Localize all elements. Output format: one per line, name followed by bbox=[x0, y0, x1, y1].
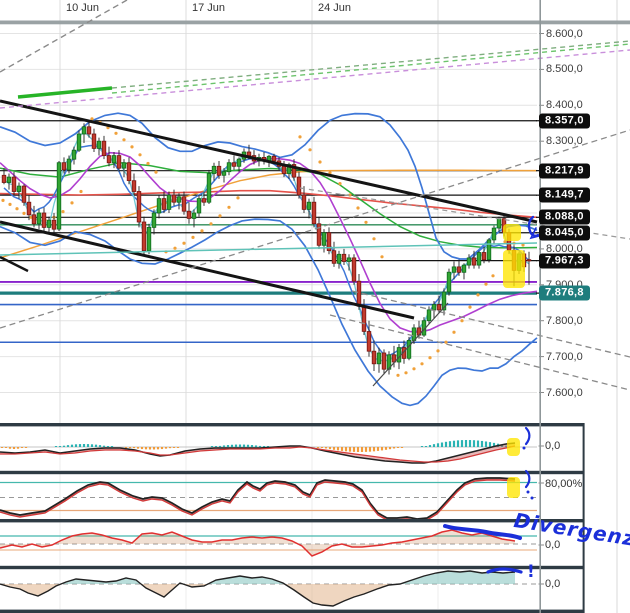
macd-value-label: 0,0 bbox=[545, 440, 561, 452]
blue-pen-stroke bbox=[524, 426, 531, 446]
candles bbox=[1, 121, 532, 375]
price-axis-badge-81497: 8.149,7 bbox=[539, 187, 590, 203]
yellow-highlight bbox=[507, 438, 520, 456]
price-axis-label: 8.300,0 bbox=[546, 135, 583, 148]
price-axis-label: 7.600,0 bbox=[546, 386, 583, 399]
trendline-gray-dashed-fall-3 bbox=[299, 187, 630, 240]
price-axis-badge-80450: 8.045,0 bbox=[539, 225, 590, 241]
yellow-highlight bbox=[503, 250, 525, 288]
trendline-green-dashed-1 bbox=[111, 40, 630, 89]
price-axis-label: 8.500,0 bbox=[546, 63, 583, 76]
stochastic-value-label: 80,00% bbox=[545, 478, 583, 490]
trendline-short-black bbox=[0, 255, 29, 273]
momentum-line bbox=[0, 529, 516, 557]
stochastic-k-line bbox=[0, 477, 516, 520]
blue-pen-stroke bbox=[486, 567, 523, 574]
panel-separator bbox=[0, 609, 584, 613]
momentum-value-label: 0,0 bbox=[545, 539, 561, 551]
price-axis-badge-78768: 7.876,8 bbox=[539, 285, 590, 301]
price-axis-badge-80880: 8.088,0 bbox=[539, 209, 590, 225]
oscillator-line bbox=[0, 570, 516, 607]
indicator-panels[interactable] bbox=[0, 423, 585, 613]
bollinger-lower-band bbox=[0, 218, 538, 407]
trendline-green-bold bbox=[17, 86, 113, 99]
trendline-upper-channel bbox=[0, 99, 538, 224]
panel-separator bbox=[0, 519, 584, 523]
x-axis-label-week1: 10 Jun bbox=[66, 2, 100, 14]
price-axis-badge-83570: 8.357,0 bbox=[539, 113, 590, 129]
price-axis-badge-79673: 7.967,3 bbox=[539, 253, 590, 269]
blue-pen-stroke bbox=[524, 469, 531, 489]
price-axis-label: 7.700,0 bbox=[546, 350, 583, 363]
trendline-gray-dashed-fall-2 bbox=[351, 290, 630, 358]
trendline-lower-channel bbox=[0, 220, 415, 320]
trendline-gray-dashed-fall-1 bbox=[329, 314, 630, 391]
x-axis-label-week2: 17 Jun bbox=[192, 2, 226, 14]
macd-line bbox=[0, 442, 516, 464]
handwritten-exclamation-annotation: ! bbox=[527, 562, 535, 582]
panel-separator bbox=[0, 423, 584, 427]
bollinger-upper-band bbox=[0, 112, 538, 260]
price-axis-label: 8.400,0 bbox=[546, 99, 583, 112]
parabolic-sar-dots bbox=[1, 117, 525, 377]
ma-orange-line bbox=[0, 169, 538, 259]
price-axis-label: 8.600,0 bbox=[546, 27, 583, 40]
close-tracking-line bbox=[3, 130, 530, 363]
price-axis-label: 8.000,0 bbox=[546, 242, 583, 255]
blue-pen-stroke bbox=[527, 215, 540, 237]
panel-separator bbox=[0, 565, 584, 570]
price-axis-label: 7.800,0 bbox=[546, 314, 583, 327]
blue-pen-stroke bbox=[529, 227, 540, 240]
trendline-tilted-teal-support bbox=[0, 242, 538, 256]
oscillator-value-label: 0,0 bbox=[545, 578, 561, 590]
yellow-highlight bbox=[507, 477, 520, 498]
chart-top-border bbox=[0, 20, 630, 25]
panel-separator bbox=[0, 470, 584, 475]
trendline-green-dashed-2 bbox=[111, 43, 630, 94]
trendline-wedge-support bbox=[372, 302, 449, 387]
trendline-steep-gray-dashed bbox=[0, 0, 128, 73]
hand-annotations bbox=[443, 215, 540, 574]
macd-signal-line bbox=[0, 445, 516, 463]
x-axis-label-week3: 24 Jun bbox=[318, 2, 352, 14]
main-chart-plot[interactable] bbox=[0, 112, 538, 407]
yellow-highlight bbox=[503, 224, 521, 241]
price-axis-badge-82179: 8.217,9 bbox=[539, 163, 590, 179]
trendline-purple-dashed bbox=[0, 49, 630, 109]
blue-pen-stroke bbox=[443, 524, 522, 540]
trendline-gray-dashed-rising bbox=[0, 129, 630, 329]
panel-right-border bbox=[582, 423, 585, 613]
